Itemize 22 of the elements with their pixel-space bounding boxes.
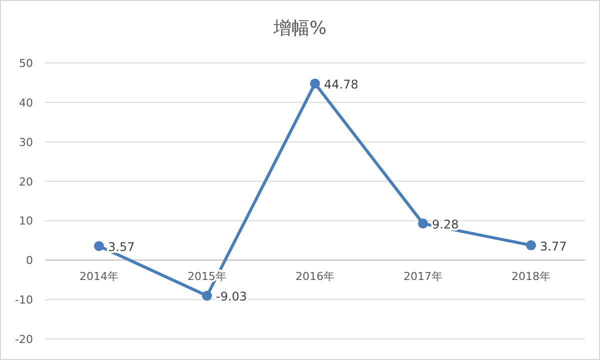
- data-label: 44.78: [324, 78, 358, 92]
- x-tick-label: 2017年: [404, 270, 442, 284]
- y-tick-label: 10: [19, 214, 33, 228]
- point: [526, 240, 536, 250]
- point: [418, 218, 428, 229]
- y-tick-label: 50: [19, 57, 33, 70]
- y-tick-label: 40: [19, 96, 33, 110]
- y-tick-label: 0: [26, 254, 33, 268]
- chart-title: 增幅%: [272, 18, 327, 39]
- point: [94, 241, 104, 252]
- data-label: -9.03: [216, 290, 248, 304]
- data-label: 3.57: [108, 240, 135, 254]
- data-label: 3.77: [540, 239, 567, 254]
- y-tick-label: 20: [19, 175, 33, 188]
- x-tick-label: 2018年: [512, 270, 550, 284]
- point: [310, 78, 320, 89]
- y-tick-label: 30: [19, 136, 33, 149]
- y-tick-label: -20: [15, 333, 33, 346]
- y-tick-label: -10: [15, 294, 33, 307]
- x-tick-label: 2016年: [296, 270, 334, 284]
- x-tick-label: 2014年: [80, 270, 118, 284]
- point: [202, 290, 212, 301]
